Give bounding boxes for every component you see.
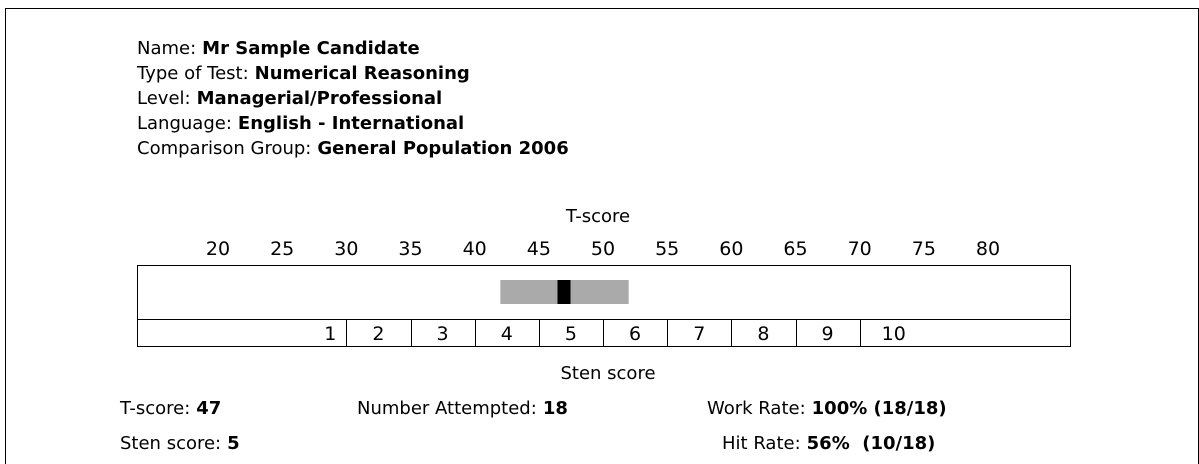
field-value: Managerial/Professional xyxy=(197,88,443,109)
sten-label: 3 xyxy=(437,323,449,345)
field: Level: Managerial/Professional xyxy=(137,88,442,109)
sten-label: 4 xyxy=(501,323,513,345)
scale-tick-label: 80 xyxy=(976,238,1000,260)
scale-tick-label: 70 xyxy=(848,238,872,260)
scale-tick-label: 30 xyxy=(334,238,358,260)
scale-title: T-score xyxy=(565,206,630,227)
scale-tick-label: 65 xyxy=(783,238,807,260)
scale-tick-label: 25 xyxy=(270,238,294,260)
field: Sten score: 5 xyxy=(120,433,240,454)
field-label: Comparison Group: xyxy=(137,138,311,159)
field-label: Hit Rate: xyxy=(722,433,801,454)
field: Number Attempted: 18 xyxy=(357,398,568,419)
field-value: 56% (10/18) xyxy=(807,433,936,454)
field: Type of Test: Numerical Reasoning xyxy=(136,63,470,84)
field-value: 5 xyxy=(227,433,240,454)
field: Name: Mr Sample Candidate xyxy=(137,38,420,59)
scale-tick-label: 60 xyxy=(719,238,743,260)
field-value: General Population 2006 xyxy=(317,138,568,159)
field: Language: English - International xyxy=(137,113,464,134)
field-label: Language: xyxy=(137,113,232,134)
field-label: Work Rate: xyxy=(707,398,806,419)
field-label: Name: xyxy=(137,38,196,59)
scale-tick-label: 20 xyxy=(206,238,230,260)
field-value: 47 xyxy=(196,398,221,419)
field: Work Rate: 100% (18/18) xyxy=(707,398,947,419)
field-value: 18 xyxy=(543,398,568,419)
field-value: Numerical Reasoning xyxy=(255,63,470,84)
field-label: Number Attempted: xyxy=(357,398,537,419)
sten-title: Sten score xyxy=(560,363,655,384)
field-value: 100% (18/18) xyxy=(812,398,947,419)
field-value: Mr Sample Candidate xyxy=(202,38,420,59)
sten-label: 2 xyxy=(372,323,384,345)
sten-label: 5 xyxy=(565,323,577,345)
field-label: Sten score: xyxy=(120,433,221,454)
sten-label: 6 xyxy=(629,323,641,345)
scale-tick-label: 50 xyxy=(591,238,615,260)
scale-tick-label: 55 xyxy=(655,238,679,260)
scale-tick-label: 35 xyxy=(398,238,422,260)
score-marker xyxy=(557,280,571,304)
field-label: T-score: xyxy=(119,398,190,419)
scale-tick-label: 45 xyxy=(527,238,551,260)
field: Hit Rate: 56% (10/18) xyxy=(722,433,935,454)
field: T-score: 47 xyxy=(119,398,221,419)
sten-label: 7 xyxy=(693,323,705,345)
scale-tick-label: 40 xyxy=(463,238,487,260)
scale-tick-label: 75 xyxy=(912,238,936,260)
field: Comparison Group: General Population 2006 xyxy=(137,138,569,159)
sten-label: 9 xyxy=(822,323,834,345)
field-value: English - International xyxy=(238,113,464,134)
sten-label: 1 xyxy=(324,323,336,345)
sten-label: 10 xyxy=(882,323,906,345)
sten-label: 8 xyxy=(757,323,769,345)
field-label: Level: xyxy=(137,88,191,109)
field-label: Type of Test: xyxy=(136,63,249,84)
